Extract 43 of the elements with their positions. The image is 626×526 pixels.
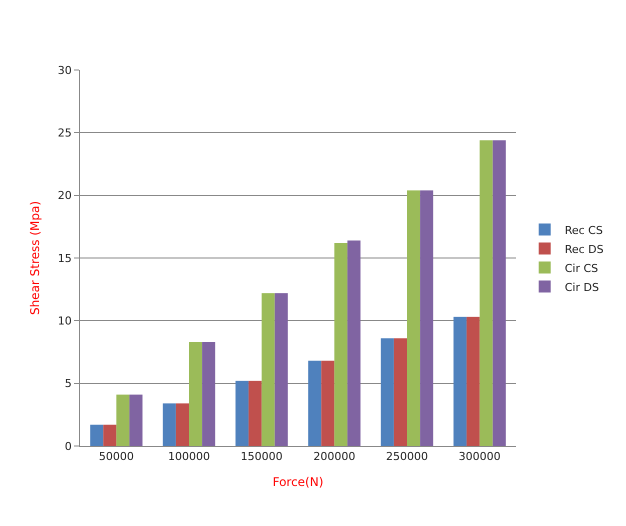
legend-label: Rec DS xyxy=(564,242,604,256)
bar xyxy=(176,403,189,446)
x-tick-label: 150000 xyxy=(240,450,283,464)
y-tick-label: 10 xyxy=(58,314,72,328)
bar xyxy=(466,316,480,446)
bar xyxy=(394,338,407,446)
y-tick-label: 0 xyxy=(64,440,72,453)
bar xyxy=(454,316,467,446)
bar xyxy=(380,338,394,446)
legend-label: Rec CS xyxy=(564,224,603,237)
y-tick-label: 25 xyxy=(58,126,72,140)
bar xyxy=(492,140,506,446)
bar xyxy=(347,240,360,446)
bar xyxy=(321,360,334,446)
y-axis-title: Shear Stress (Mpa) xyxy=(28,200,42,316)
bar xyxy=(480,140,493,446)
bar xyxy=(116,394,130,446)
bar xyxy=(420,190,434,446)
x-tick-label: 100000 xyxy=(168,450,210,464)
bar xyxy=(90,424,104,446)
bar xyxy=(248,380,262,446)
x-axis-title: Force(N) xyxy=(272,475,324,490)
y-tick-label: 15 xyxy=(58,252,72,265)
bar xyxy=(334,242,348,446)
bar xyxy=(274,293,288,446)
bar xyxy=(202,342,216,446)
bar xyxy=(162,403,176,446)
bar xyxy=(407,190,420,446)
bar xyxy=(189,342,202,446)
x-tick-label: 200000 xyxy=(313,450,356,464)
bar xyxy=(103,424,116,446)
x-tick-label: 250000 xyxy=(386,450,428,464)
x-tick-label: 300000 xyxy=(458,450,501,464)
y-tick-label: 5 xyxy=(64,377,72,390)
y-tick-label: 20 xyxy=(58,189,72,202)
legend-label: Cir CS xyxy=(564,262,598,275)
y-tick-label: 30 xyxy=(58,64,72,77)
x-tick-label: 50000 xyxy=(98,450,134,464)
bar xyxy=(129,394,142,446)
legend-label: Cir DS xyxy=(564,280,599,294)
bar xyxy=(236,380,249,446)
bar xyxy=(262,293,275,446)
bar xyxy=(308,360,322,446)
